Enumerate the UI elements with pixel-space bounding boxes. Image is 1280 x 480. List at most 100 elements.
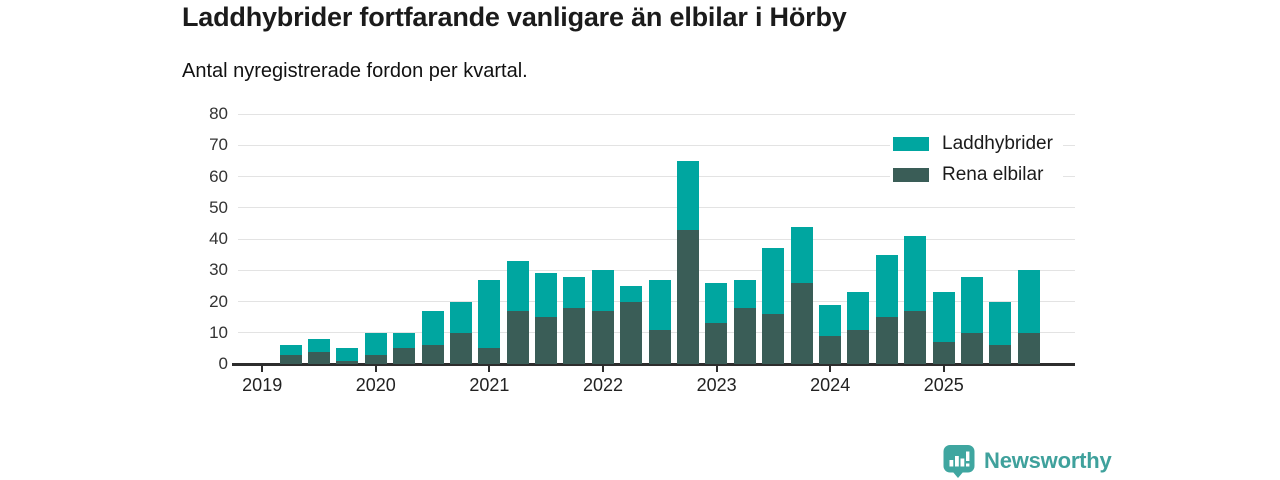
bar-slot [731,114,759,364]
bar-segment-rena-elbilar [591,310,614,364]
bar-slot [475,114,503,364]
x-axis-tick-label: 2022 [582,375,624,395]
bar-stack-2025-Q2 [960,276,983,364]
bar-segment-rena-elbilar [960,332,983,364]
bar-stack-2022-Q3 [648,279,671,364]
bar-slot [929,114,957,364]
bar-slot [787,114,815,364]
bar-slot [589,114,617,364]
bar-segment-laddhybrider [449,301,472,333]
gridline-80 [238,113,1075,115]
bar-slot [390,114,418,364]
legend: Laddhybrider Rena elbilar [890,130,1063,189]
bar-stack-2019-Q3 [307,339,330,364]
bar-segment-rena-elbilar [307,351,330,364]
x-axis-tick [374,365,377,372]
bar-stack-2024-Q3 [875,254,898,364]
bar-slot [560,114,588,364]
bar-segment-rena-elbilar [819,335,841,364]
y-axis-tick-label: 50 [209,197,228,217]
bar-slot [617,114,645,364]
bar-stack-2020-Q2 [393,332,416,364]
bar-segment-rena-elbilar [790,282,813,364]
gridline-50 [238,207,1075,209]
gridline-30 [238,269,1075,271]
x-axis-tick-label: 2024 [810,375,851,395]
bar-segment-rena-elbilar [620,301,643,364]
bar-segment-rena-elbilar [733,307,756,364]
bar-segment-rena-elbilar [506,310,529,364]
bar-segment-rena-elbilar [478,348,501,364]
bar-stack-2021-Q3 [535,273,558,364]
bar-segment-rena-elbilar [421,345,444,364]
bar-segment-laddhybrider [1017,270,1040,333]
bar-slot [532,114,560,364]
bar-slot [702,114,730,364]
bar-segment-rena-elbilar [677,229,700,364]
bar-segment-laddhybrider [904,235,927,311]
bar-stack-2023-Q1 [705,282,728,364]
bar-segment-laddhybrider [960,276,983,333]
bar-slot [418,114,446,364]
bar-segment-laddhybrider [790,226,813,283]
y-axis-tick-label: 0 [218,354,228,373]
x-axis-tick-label: 2023 [696,375,737,395]
chart-subtitle: Antal nyregistrerade fordon per kvartal. [182,60,528,82]
bar-segment-laddhybrider [989,301,1012,346]
x-axis-tick [715,365,718,372]
bar-stack-2021-Q4 [563,276,586,364]
legend-label-rena-elbilar: Rena elbilar [942,164,1044,185]
bar-segment-rena-elbilar [847,329,870,364]
x-axis-tick-label: 2019 [242,375,283,395]
bar-slot [674,114,702,364]
legend-item-laddhybrider: Laddhybrider [890,130,1063,158]
bar-stack-2019-Q4 [336,348,359,364]
bar-segment-rena-elbilar [336,360,359,364]
bar-stack-2022-Q4 [677,160,700,364]
bar-slot [986,114,1014,364]
gridline-70 [238,144,1075,146]
bar-stack-2022-Q1 [591,270,614,364]
bar-segment-laddhybrider [563,276,586,308]
bar-slot [504,114,532,364]
bars-row [248,114,1043,364]
bar-segment-rena-elbilar [449,332,472,364]
bar-segment-rena-elbilar [393,348,416,364]
bar-segment-rena-elbilar [563,307,586,364]
bar-stack-2025-Q1 [932,292,955,364]
bar-segment-laddhybrider [421,310,444,346]
x-axis-tick [602,365,604,372]
bar-segment-laddhybrider [336,348,359,361]
bar-segment-rena-elbilar [1017,332,1040,364]
bar-segment-laddhybrider [393,332,416,349]
x-axis-tick-label: 2021 [469,375,510,395]
bar-segment-laddhybrider [875,254,898,318]
bar-segment-laddhybrider [535,273,558,318]
newsworthy-bubble-barchart-icon [942,444,976,478]
y-axis-tick-label: 30 [209,260,228,280]
bar-segment-laddhybrider [733,279,756,308]
newsworthy-logo: Newsworthy [942,444,1112,478]
gridline-40 [238,238,1075,240]
bar-slot [873,114,901,364]
bar-slot [816,114,844,364]
x-axis-tick [261,365,264,372]
legend-item-rena-elbilar: Rena elbilar [890,161,1063,189]
bar-segment-rena-elbilar [932,342,955,364]
y-axis-tick-label: 10 [209,322,228,342]
bar-segment-rena-elbilar [989,345,1012,364]
bar-stack-2024-Q1 [819,304,841,364]
bar-segment-laddhybrider [364,332,387,355]
y-axis-tick-label: 40 [209,229,228,248]
gridline-60 [238,176,1075,177]
bar-slot [362,114,390,364]
bar-stack-2024-Q4 [904,235,927,364]
bar-stack-2023-Q3 [762,248,785,364]
chart-title: Laddhybrider fortfarande vanligare än el… [182,2,847,32]
bar-slot [645,114,673,364]
bar-segment-laddhybrider [307,339,330,352]
y-axis-tick-label: 70 [209,135,228,155]
x-axis-tick [488,365,491,372]
legend-swatch-laddhybrider [893,137,929,151]
x-axis-tick-label: 2020 [355,375,396,395]
